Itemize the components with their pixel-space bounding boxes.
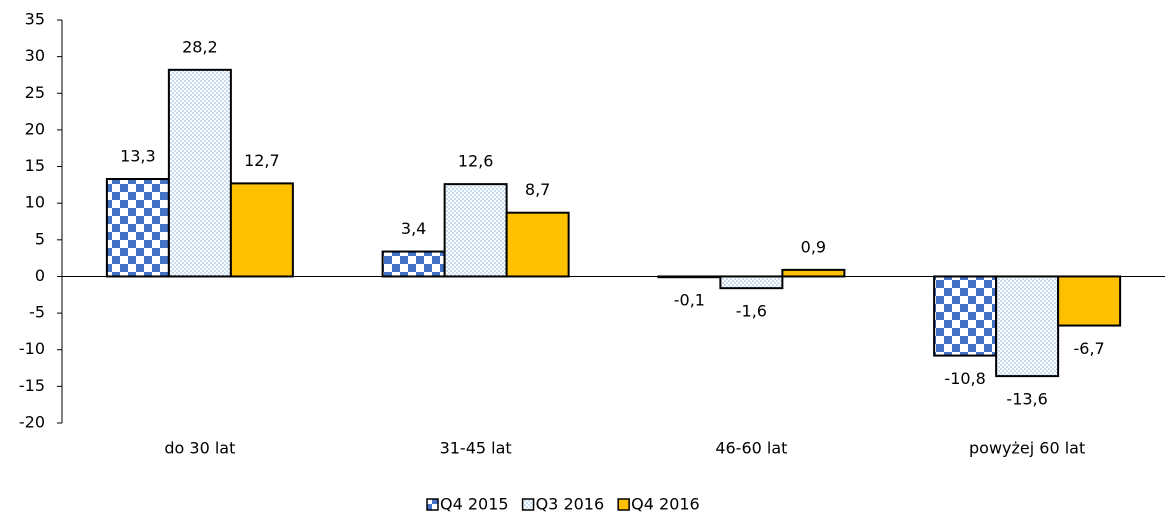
y-tick-label: 25 xyxy=(25,83,45,102)
bar xyxy=(995,275,1060,378)
data-label: 28,2 xyxy=(182,37,218,56)
bar xyxy=(1057,275,1122,327)
data-label: -6,7 xyxy=(1074,339,1105,358)
y-tick-label: 20 xyxy=(25,119,45,138)
data-label: -0,1 xyxy=(674,291,705,310)
y-tick-label: -15 xyxy=(19,376,45,395)
x-tick-label: 31-45 lat xyxy=(440,439,512,458)
data-label: -1,6 xyxy=(736,302,767,321)
x-tick-label: powyżej 60 lat xyxy=(969,439,1085,458)
bar xyxy=(505,211,570,278)
bar xyxy=(443,183,508,278)
y-tick-label: -5 xyxy=(29,303,45,322)
x-tick-label: do 30 lat xyxy=(164,439,235,458)
bar xyxy=(381,250,446,278)
legend-label: Q3 2016 xyxy=(536,495,605,514)
legend-marker xyxy=(426,498,439,511)
data-label: 3,4 xyxy=(401,219,426,238)
bar xyxy=(167,68,232,278)
bar xyxy=(105,178,170,278)
y-tick-label: 35 xyxy=(25,10,45,29)
y-tick-label: 30 xyxy=(25,46,45,65)
y-tick-label: -10 xyxy=(19,339,45,358)
legend-label: Q4 2016 xyxy=(631,495,700,514)
legend-marker xyxy=(521,498,535,511)
data-label: 0,9 xyxy=(801,237,826,256)
legend-marker xyxy=(617,498,630,511)
data-label: 12,6 xyxy=(458,152,494,171)
y-tick-label: -20 xyxy=(19,413,45,432)
data-label: -10,8 xyxy=(944,369,985,388)
bar xyxy=(657,275,722,279)
data-label: -13,6 xyxy=(1006,390,1047,409)
y-tick-label: 10 xyxy=(25,193,45,212)
y-tick-label: 15 xyxy=(25,156,45,175)
data-label: 12,7 xyxy=(244,151,280,170)
legend-label: Q4 2015 xyxy=(440,495,509,514)
data-label: 8,7 xyxy=(525,180,550,199)
x-tick-label: 46-60 lat xyxy=(715,439,787,458)
data-label: 13,3 xyxy=(120,147,156,166)
bar xyxy=(229,182,294,278)
y-tick-label: 0 xyxy=(35,266,45,285)
bar xyxy=(781,268,846,278)
bar xyxy=(719,275,784,290)
bar xyxy=(933,275,998,357)
y-tick-label: 5 xyxy=(35,229,45,248)
